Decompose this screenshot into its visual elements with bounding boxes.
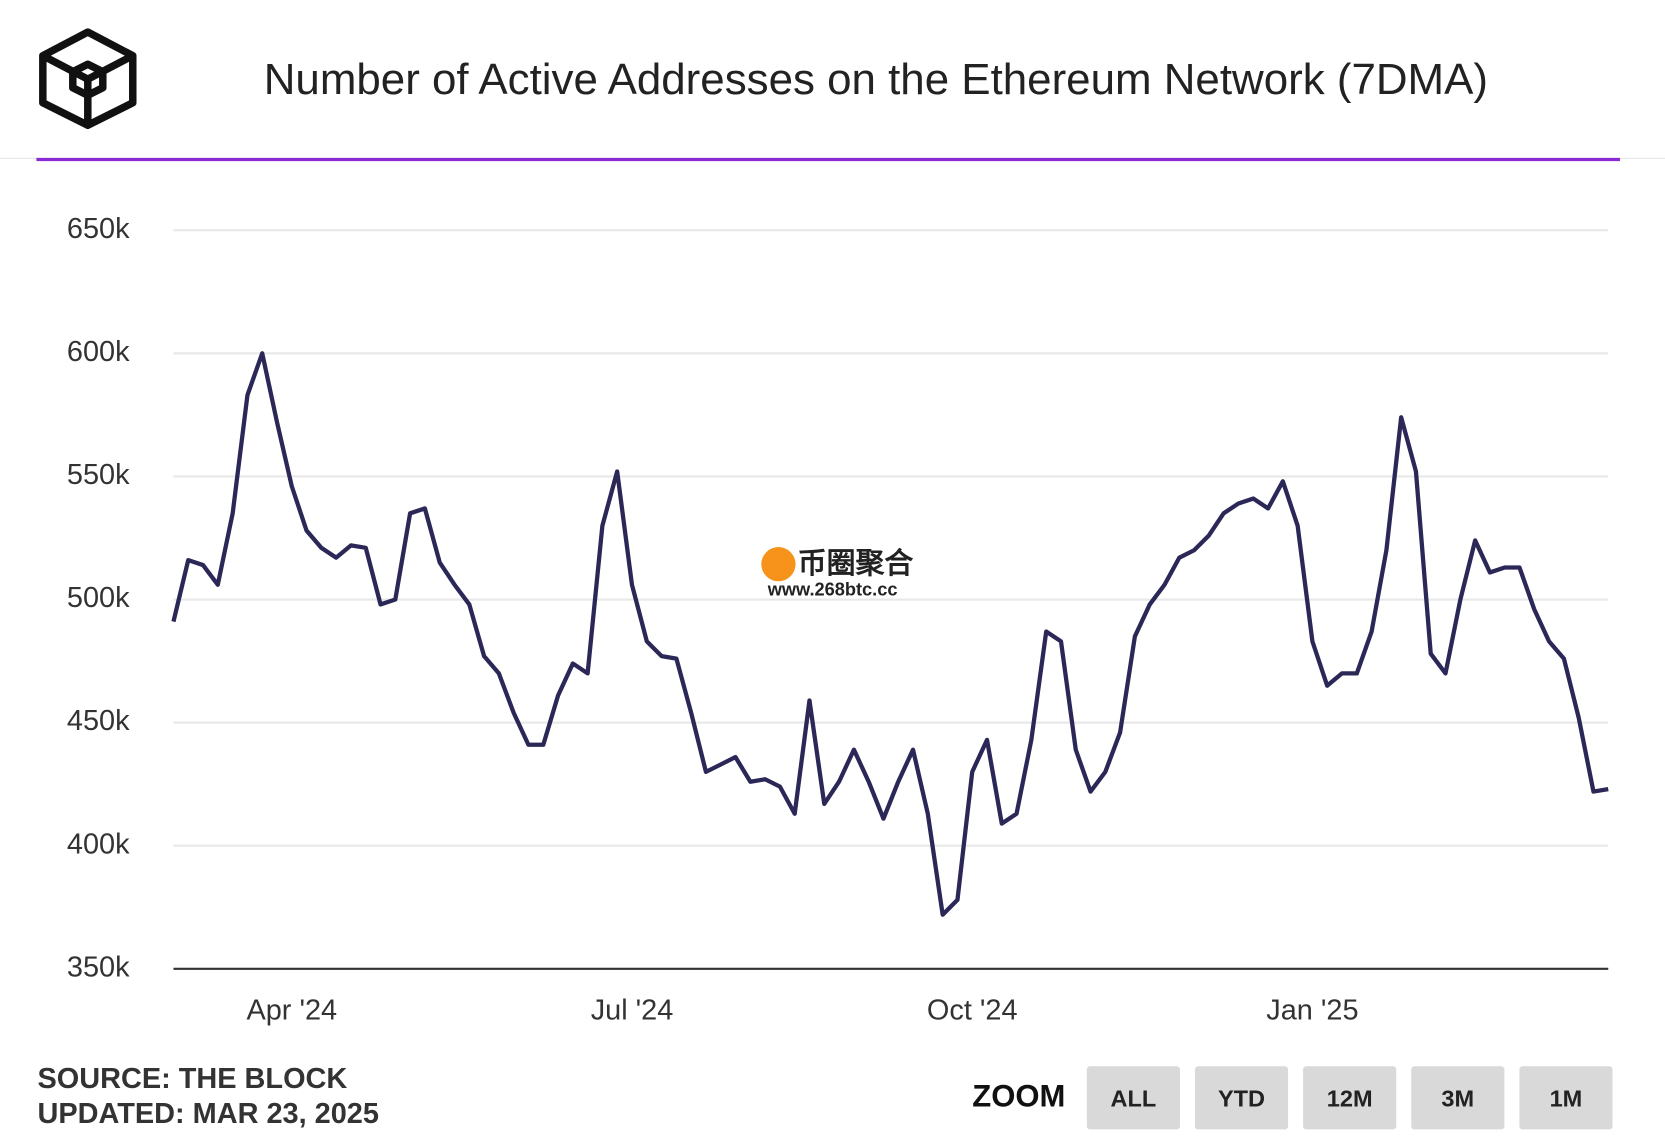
watermark: 币圈聚合 www.268btc.cc (761, 547, 913, 600)
y-tick-label: 600k (67, 336, 130, 368)
source: SOURCE: THE BLOCK (37, 1063, 347, 1095)
x-tick-label: Oct '24 (927, 994, 1018, 1026)
x-tick-label: Apr '24 (246, 994, 337, 1026)
logo (39, 28, 137, 130)
plot-area: 350k 400k 450k 500k 550k 600k 650k Apr '24 Jul '… (67, 213, 1609, 1026)
zoom-button-label: 12M (1327, 1086, 1373, 1112)
zoom-button[interactable]: 1M (1519, 1066, 1613, 1130)
zoom-button[interactable]: 3M (1411, 1066, 1505, 1130)
zoom-button-bg (1303, 1066, 1397, 1130)
zoom-button[interactable]: YTD (1194, 1066, 1289, 1130)
zoom-button-label: YTD (1218, 1086, 1265, 1112)
y-tick-label: 500k (67, 582, 130, 614)
y-tick-label: 650k (67, 213, 130, 245)
x-tick-label: Jul '24 (591, 994, 674, 1026)
watermark-icon (761, 547, 796, 582)
zoom-button-label: ALL (1110, 1086, 1156, 1112)
watermark-text: 币圈聚合 (798, 547, 914, 580)
zoom-button-label: 1M (1550, 1086, 1583, 1112)
line-series (171, 351, 1609, 917)
zoom-button[interactable]: ALL (1086, 1066, 1180, 1130)
updated: UPDATED: MAR 23, 2025 (37, 1098, 378, 1130)
zoom-button-bg (1519, 1066, 1613, 1130)
y-tick-label: 550k (67, 459, 130, 491)
zoom-button-label: 3M (1441, 1086, 1474, 1112)
zoom-buttons: ALL YTD 12M 3M 1M (1086, 1066, 1613, 1130)
zoom-button-bg (1411, 1066, 1505, 1130)
watermark-url: www.268btc.cc (767, 580, 898, 600)
zoom-button-bg (1086, 1066, 1180, 1130)
x-tick-label: Jan '25 (1266, 994, 1358, 1026)
zoom-button[interactable]: 12M (1303, 1066, 1397, 1130)
y-tick-label: 350k (67, 951, 130, 983)
y-tick-label: 450k (67, 705, 130, 737)
zoom-button-bg (1194, 1066, 1289, 1130)
zoom-label: ZOOM (972, 1079, 1065, 1114)
chart-title: Number of Active Addresses on the Ethere… (264, 55, 1488, 104)
y-tick-label: 400k (67, 828, 130, 860)
